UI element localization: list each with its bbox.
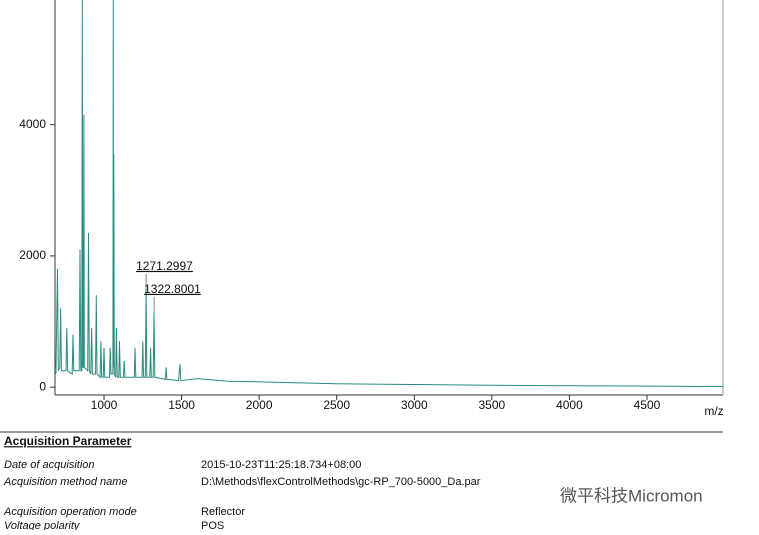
param-label: Voltage polarity	[4, 520, 81, 530]
param-label: Acquisition operation mode	[3, 506, 137, 518]
y-tick-label: 2000	[19, 248, 46, 262]
x-tick-label: 3500	[479, 398, 506, 412]
param-value: POS	[201, 520, 224, 530]
section-title: Acquisition Parameter	[4, 434, 132, 448]
param-label: Date of acquisition	[4, 459, 95, 471]
param-label: Acquisition method name	[3, 476, 128, 488]
x-tick-label: 1500	[168, 398, 195, 412]
x-tick-label: 4500	[634, 398, 661, 412]
annotation: 1322.8001	[144, 282, 201, 296]
watermark: 微平科技Micromon	[560, 486, 703, 505]
x-tick-label: 1000	[91, 398, 118, 412]
x-axis-label: m/z	[704, 404, 723, 418]
x-tick-label: 4000	[556, 398, 583, 412]
y-tick-label: 4000	[19, 117, 46, 131]
param-value: D:\Methods\flexControlMethods\gc-RP_700-…	[201, 476, 481, 488]
x-tick-label: 3000	[401, 398, 428, 412]
spectrum-line	[55, 0, 723, 387]
y-tick-label: 0	[39, 379, 46, 393]
annotation: 1271.2997	[136, 259, 193, 273]
x-tick-label: 2000	[246, 398, 273, 412]
x-tick-label: 2500	[323, 398, 350, 412]
param-value: 2015-10-23T11:25:18.734+08:00	[201, 459, 361, 471]
param-value: Reflector	[201, 506, 245, 518]
